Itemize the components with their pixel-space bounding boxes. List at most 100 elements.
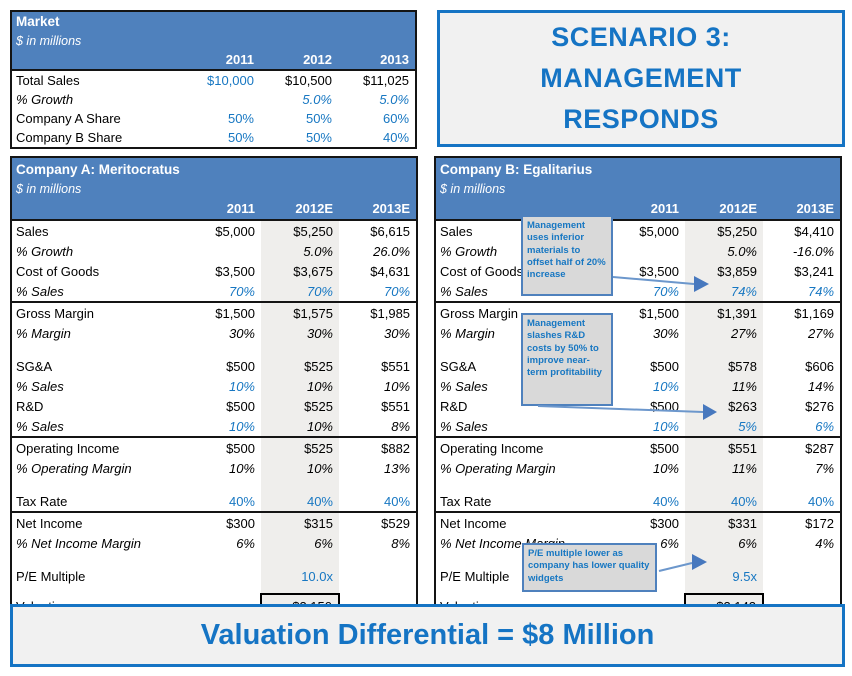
cell-value: 40%	[808, 493, 835, 509]
row-label: Tax Rate	[440, 493, 492, 509]
cell-value: $525	[261, 436, 339, 458]
year-header: 2013E	[339, 198, 418, 221]
cell-value: $529	[339, 511, 418, 533]
company-a-table: Company A: Meritocratus $ in millions 20…	[10, 156, 419, 620]
row-label: Total Sales	[16, 73, 80, 88]
cell-value: $6,615	[370, 223, 411, 239]
cell-value	[183, 241, 261, 261]
table-subtitle: $ in millions	[11, 180, 418, 198]
cell-value	[607, 241, 685, 261]
cell-value: 8%	[391, 418, 411, 434]
table-row: Sales $5,000 $5,250 $6,615	[11, 220, 417, 241]
cell-value: $551	[381, 358, 411, 374]
cell-value: 27%	[808, 325, 835, 341]
cell-value: $551	[381, 398, 411, 414]
table-row: % Sales 70% 70% 70%	[11, 281, 417, 302]
cell-value: 6%	[660, 535, 679, 551]
scenario-line: SCENARIO 3:	[551, 22, 731, 52]
cell-value: $1,169	[763, 301, 842, 323]
table-row: Cost of Goods $3,500 $3,859 $3,241	[435, 261, 841, 281]
table-title: Company A: Meritocratus	[11, 157, 418, 180]
row-label: Net Income	[11, 511, 183, 533]
spacer-row	[435, 478, 841, 491]
row-label: % Net Income Margin	[16, 535, 141, 551]
scenario-line: RESPONDS	[563, 104, 719, 134]
table-title: Market	[11, 11, 417, 31]
scenario-title-box: SCENARIO 3: MANAGEMENT RESPONDS	[437, 10, 845, 147]
table-row: Gross Margin $1,500 $1,391 $1,169	[435, 301, 842, 323]
cell-value: $10,000	[207, 73, 254, 88]
row-label: % Margin	[440, 325, 495, 341]
cell-value: 11%	[685, 376, 763, 396]
cell-value: 10%	[228, 460, 255, 476]
cell-value: 74%	[685, 281, 763, 302]
year-header: 2011	[607, 198, 685, 221]
table-row: $ in millions	[11, 180, 418, 198]
cell-value: 50%	[227, 130, 254, 145]
table-row: Company A Share 50% 50% 60%	[11, 109, 416, 128]
cell-value: $263	[685, 396, 763, 416]
cell-value: 40%	[383, 130, 410, 145]
cell-value: 10%	[384, 378, 411, 394]
cell-value: 30%	[384, 325, 411, 341]
cell-value: 40%	[228, 493, 255, 509]
row-label: P/E Multiple	[16, 568, 86, 584]
cell-value: 6%	[261, 533, 339, 553]
year-header: 2012E	[685, 198, 763, 221]
row-label: % Sales	[16, 283, 64, 299]
cell-value: 10%	[652, 378, 679, 394]
cell-value: $4,631	[370, 263, 411, 279]
cell-value: 26.0%	[373, 243, 411, 259]
valuation-differential-banner: Valuation Differential = $8 Million	[10, 604, 845, 667]
row-label: Net Income	[435, 511, 607, 533]
cell-value: 8%	[391, 535, 411, 551]
year-header: 2013E	[763, 198, 842, 221]
row-label: Operating Income	[435, 436, 607, 458]
cell-value: 4%	[815, 535, 835, 551]
row-label: % Operating Margin	[16, 460, 132, 476]
cell-value: 10%	[228, 378, 255, 394]
table-row: % Operating Margin 10% 11% 7%	[435, 458, 841, 478]
table-row: Net Income $300 $331 $172	[435, 511, 842, 533]
row-label: Sales	[440, 223, 473, 239]
cell-value: 10.0x	[261, 566, 339, 586]
table-row: % Sales 10% 10% 8%	[11, 416, 417, 437]
table-row: R&D $500 $263 $276	[435, 396, 841, 416]
row-label: Cost of Goods	[440, 263, 524, 279]
cell-value: $315	[261, 511, 339, 533]
table-row: % Sales 10% 10% 10%	[11, 376, 417, 396]
cell-value: 10%	[652, 460, 679, 476]
cell-value: 7%	[815, 460, 835, 476]
cell-value: $276	[805, 398, 835, 414]
cell-value	[182, 90, 260, 109]
spacer-row	[11, 343, 417, 356]
cell-value: $500	[226, 398, 255, 414]
table-title: Company B: Egalitarius	[435, 157, 842, 180]
row-label: % Growth	[440, 243, 498, 259]
table-row: Company B: Egalitarius	[435, 157, 842, 180]
cell-value: -16.0%	[792, 243, 835, 259]
cell-value: $525	[261, 356, 339, 376]
cell-value: $300	[607, 511, 685, 533]
cell-value: $500	[226, 358, 255, 374]
row-label: % Sales	[440, 418, 488, 434]
cell-value: 50%	[305, 130, 332, 145]
cell-value: $1,500	[607, 301, 685, 323]
cell-value: $1,985	[339, 301, 418, 323]
row-label: Sales	[16, 223, 49, 239]
table-row: % Sales 10% 5% 6%	[435, 416, 841, 437]
cell-value: 30%	[228, 325, 255, 341]
spacer-row	[435, 586, 841, 594]
cell-value: 9.5x	[685, 566, 763, 586]
year-header: 2012	[260, 50, 338, 71]
cell-value: 74%	[808, 283, 835, 299]
row-label: Company A Share	[16, 111, 121, 126]
cell-value: 5.0%	[261, 241, 339, 261]
table-row: R&D $500 $525 $551	[11, 396, 417, 416]
table-row: % Net Income Margin 6% 6% 8%	[11, 533, 417, 553]
callout-inferior-materials: Management uses inferior materials to of…	[521, 215, 613, 296]
cell-value: $500	[650, 398, 679, 414]
table-row: Sales $5,000 $5,250 $4,410	[435, 220, 841, 241]
row-label: % Growth	[16, 92, 74, 107]
table-row: % Margin 30% 27% 27%	[435, 323, 841, 343]
